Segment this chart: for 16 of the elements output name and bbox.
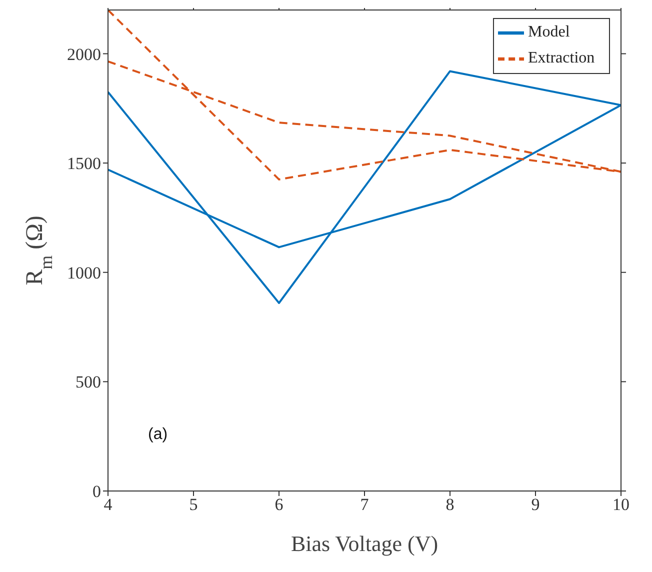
- x-tick-label: 4: [104, 495, 113, 514]
- y-tick-label: 2000: [67, 44, 101, 64]
- legend-label: Extraction: [528, 50, 595, 67]
- y-tick-label: 0: [92, 482, 101, 502]
- x-tick-label: 7: [360, 495, 370, 514]
- legend-label: Model: [528, 24, 570, 41]
- y-tick-label: 1500: [67, 154, 101, 174]
- x-tick-label: 5: [189, 495, 198, 514]
- annotation: (a): [148, 426, 168, 444]
- x-tick-label: 9: [531, 495, 540, 514]
- y-tick-label: 1000: [67, 263, 101, 282]
- x-tick-label: 6: [274, 495, 284, 514]
- x-axis-title: Bias Voltage (V): [290, 531, 438, 556]
- y-tick-label: 500: [76, 372, 101, 392]
- x-tick-label: 10: [612, 495, 630, 514]
- x-tick-label: 8: [446, 495, 454, 514]
